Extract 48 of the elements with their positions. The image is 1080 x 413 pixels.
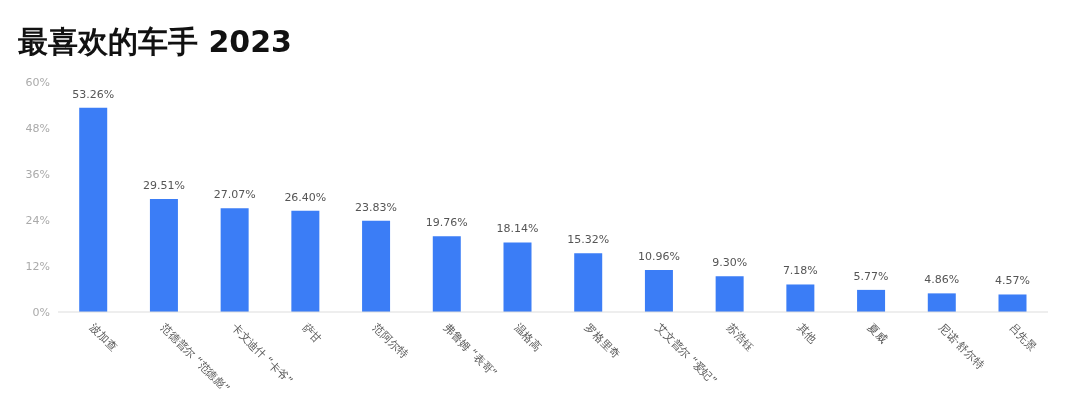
bar: [79, 107, 108, 312]
y-tick-label: 0%: [32, 305, 50, 319]
x-tick-label: 其他: [794, 320, 820, 346]
bar: [149, 198, 178, 312]
bar: [857, 289, 886, 312]
data-label: 7.18%: [782, 264, 818, 278]
bar: [574, 253, 603, 312]
bar: [432, 236, 461, 312]
data-label: 23.83%: [355, 200, 398, 214]
data-label: 15.32%: [567, 233, 610, 247]
data-label: 29.51%: [142, 178, 185, 192]
bar: [715, 276, 744, 312]
x-tick-label: 苏浩钰: [723, 320, 757, 354]
x-tick-label: 弗鲁姆 “表哥”: [440, 320, 500, 380]
chart-title: 最喜欢的车手 2023: [17, 23, 293, 61]
x-tick-label: 艾文普尔 “爱妃”: [652, 320, 720, 388]
y-tick-label: 24%: [25, 213, 50, 227]
y-tick-label: 36%: [25, 167, 50, 181]
x-tick-label: 温格高: [511, 320, 545, 354]
data-label: 4.86%: [924, 273, 960, 287]
x-tick-label: 萨甘: [299, 320, 325, 346]
x-tick-label: 吕先景: [1006, 320, 1040, 354]
x-tick-label: 罗格里奇: [582, 320, 623, 362]
bar: [927, 293, 956, 312]
data-label: 10.96%: [637, 249, 680, 263]
data-label: 5.77%: [853, 269, 889, 283]
data-label: 18.14%: [496, 222, 539, 236]
data-label: 19.76%: [425, 216, 468, 230]
bar: [786, 284, 815, 312]
bar: [503, 242, 532, 312]
bar: [291, 210, 320, 312]
x-tick-label: 波加查: [87, 320, 120, 354]
bar: [220, 208, 249, 312]
data-label: 9.30%: [712, 256, 748, 270]
y-tick-label: 60%: [25, 75, 50, 89]
x-tick-label: 尼诺·舒尔特: [935, 320, 987, 372]
x-tick-label: 夏威: [865, 320, 890, 346]
data-label: 4.57%: [995, 274, 1030, 288]
bar: [998, 294, 1027, 312]
x-tick-label: 范阿尔特: [370, 320, 411, 362]
y-tick-label: 48%: [25, 121, 50, 135]
data-label: 27.07%: [213, 188, 256, 202]
data-label: 53.26%: [72, 87, 115, 101]
bar: [644, 269, 673, 312]
bar: [362, 220, 391, 312]
x-tick-label: 范德普尔 “范德彪”: [157, 320, 233, 396]
y-tick-label: 12%: [25, 259, 50, 273]
data-label: 26.40%: [284, 190, 327, 204]
